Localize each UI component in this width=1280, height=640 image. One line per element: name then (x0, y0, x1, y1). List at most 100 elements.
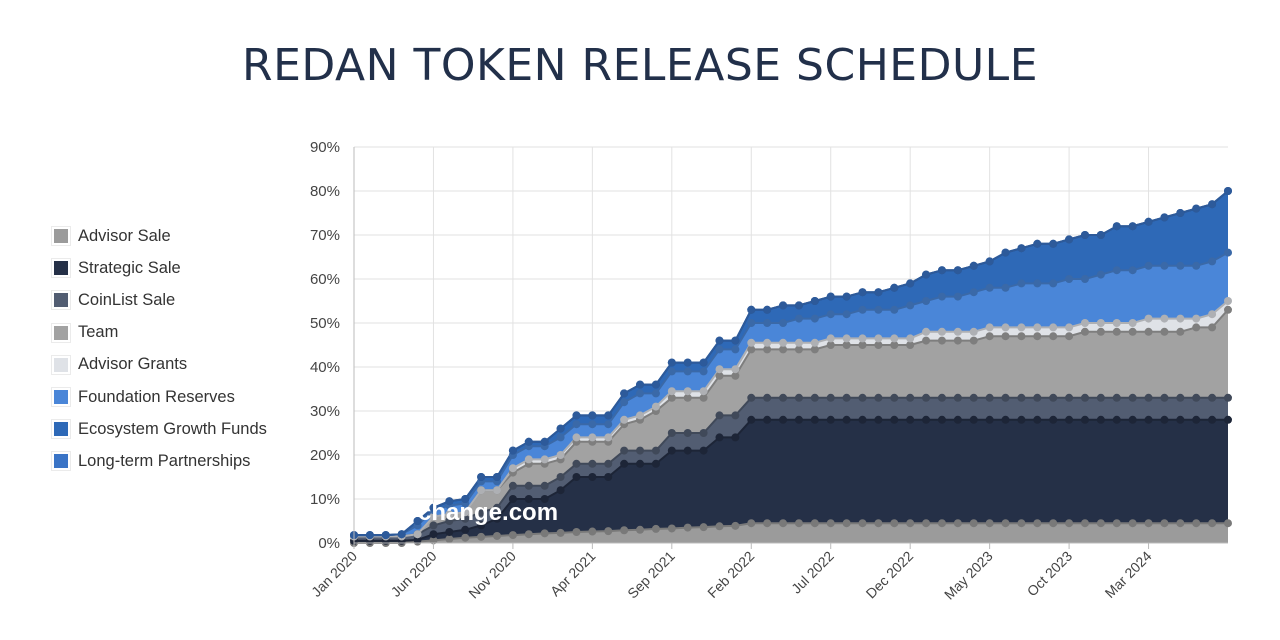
data-point (572, 420, 581, 429)
data-point (985, 415, 994, 424)
data-point (1096, 231, 1105, 239)
data-point (731, 521, 740, 530)
data-point (937, 519, 946, 528)
data-point (636, 459, 645, 468)
data-point (1080, 393, 1089, 402)
data-point (1096, 393, 1105, 402)
data-point (858, 519, 867, 528)
data-point (429, 503, 438, 512)
data-point (381, 531, 390, 540)
data-point (683, 429, 692, 437)
x-tick-label: Oct 2023 (1024, 548, 1076, 600)
data-point (1001, 519, 1010, 528)
data-point (604, 459, 613, 468)
data-point (937, 415, 946, 424)
data-point (1128, 266, 1137, 275)
legend-label: Advisor Sale (78, 226, 171, 245)
data-point (604, 411, 613, 420)
data-point (1080, 319, 1089, 327)
data-point (1192, 519, 1201, 528)
data-point (1017, 279, 1026, 288)
data-point (683, 446, 692, 455)
data-point (1160, 327, 1169, 336)
data-point (922, 336, 931, 345)
data-point (1208, 323, 1217, 332)
area-series (354, 397, 1228, 541)
data-point (1080, 275, 1089, 283)
data-point (890, 283, 899, 292)
data-point (572, 411, 581, 420)
data-point (810, 338, 819, 347)
data-point (858, 305, 867, 314)
data-point (747, 415, 756, 424)
data-point (826, 519, 835, 528)
legend-item: Long-term Partnerships (51, 445, 267, 477)
data-point (651, 446, 660, 455)
data-point (715, 522, 724, 531)
data-point (1208, 200, 1217, 209)
area-series (354, 191, 1228, 536)
y-tick-label: 30% (310, 403, 340, 420)
data-point (1112, 415, 1121, 424)
data-point (445, 497, 454, 506)
legend-label: CoinList Sale (78, 290, 176, 309)
data-point (1192, 204, 1201, 213)
data-point (461, 533, 470, 542)
data-point (461, 495, 470, 503)
data-point (937, 393, 946, 402)
data-point (1128, 319, 1137, 327)
data-point (715, 411, 724, 420)
data-point (969, 336, 978, 345)
data-point (572, 473, 581, 481)
data-point (779, 345, 788, 354)
data-point (651, 459, 660, 468)
data-point (651, 402, 660, 411)
data-point (477, 521, 486, 530)
data-point (667, 446, 676, 455)
data-point (540, 437, 549, 446)
data-point (477, 532, 486, 541)
data-point (890, 415, 899, 424)
data-point (1208, 393, 1217, 402)
y-tick-label: 50% (310, 315, 340, 332)
data-point (890, 334, 899, 343)
data-point (556, 433, 565, 442)
data-point (731, 411, 740, 420)
data-point (1208, 519, 1217, 528)
legend-label: Advisor Grants (78, 355, 188, 374)
data-point (906, 393, 915, 402)
y-tick-label: 0% (318, 535, 340, 552)
data-point (937, 327, 946, 336)
data-point (715, 336, 724, 345)
data-point (842, 310, 851, 319)
data-point (445, 528, 454, 536)
data-point (620, 398, 629, 407)
data-point (1224, 519, 1232, 528)
data-point (842, 341, 851, 349)
x-tick-label: Dec 2022 (863, 548, 917, 602)
data-point (763, 345, 772, 354)
data-point (874, 393, 883, 402)
data-point (731, 365, 740, 374)
data-point (1128, 327, 1137, 336)
data-point (556, 451, 565, 459)
data-point (683, 367, 692, 376)
data-point (493, 514, 502, 523)
data-point (651, 389, 660, 398)
data-point (556, 486, 565, 495)
legend-swatch (51, 387, 71, 408)
data-point (1080, 415, 1089, 424)
data-point (1192, 261, 1201, 270)
x-tick-label: May 2023 (941, 548, 996, 603)
data-point (667, 524, 676, 533)
y-tick-label: 40% (310, 359, 340, 376)
area-series (354, 252, 1228, 537)
data-point (969, 519, 978, 528)
data-point (953, 393, 962, 402)
data-point (890, 341, 899, 349)
legend-item: Advisor Sale (51, 220, 267, 252)
data-point (1128, 222, 1137, 231)
legend-item: Ecosystem Growth Funds (51, 413, 267, 445)
data-point (429, 512, 438, 521)
